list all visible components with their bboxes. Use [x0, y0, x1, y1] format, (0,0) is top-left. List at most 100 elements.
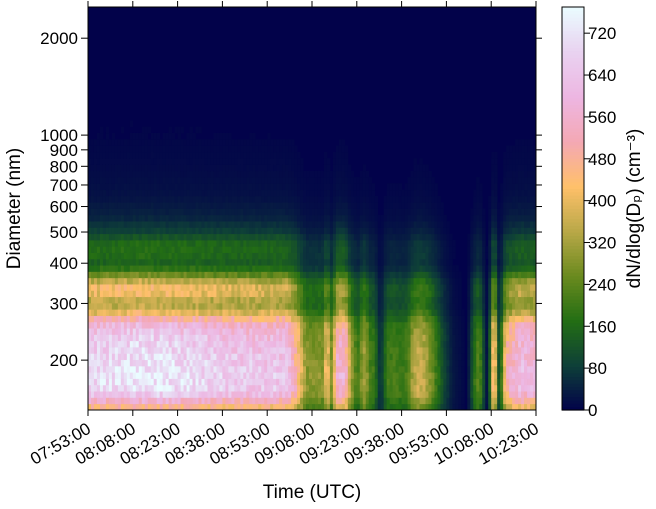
heatmap-cell	[341, 189, 346, 197]
heatmap-cell	[165, 378, 170, 386]
heatmap-cell	[255, 372, 259, 379]
heatmap-cell	[446, 384, 450, 392]
heatmap-cell	[180, 202, 184, 209]
heatmap-cell	[431, 208, 435, 216]
heatmap-cell	[135, 170, 140, 178]
heatmap-cell	[129, 365, 134, 373]
heatmap-cell	[171, 177, 176, 184]
heatmap-cell	[273, 265, 277, 272]
heatmap-cell	[365, 177, 370, 184]
heatmap-cell	[114, 177, 119, 184]
heatmap-cell	[99, 340, 104, 348]
heatmap-cell	[291, 195, 295, 203]
heatmap-cell	[147, 239, 152, 247]
heatmap-cell	[237, 296, 241, 304]
heatmap-cell	[380, 239, 385, 247]
heatmap-cell	[350, 214, 355, 222]
heatmap-cell	[159, 315, 164, 323]
heatmap-cell	[195, 189, 199, 197]
heatmap-cell	[395, 365, 400, 373]
heatmap-cell	[273, 372, 277, 379]
heatmap-cell	[446, 359, 450, 367]
heatmap-cell	[201, 271, 205, 279]
heatmap-cell	[338, 227, 343, 235]
heatmap-cell	[270, 208, 274, 216]
heatmap-cell	[249, 290, 253, 298]
heatmap-cell	[392, 277, 397, 285]
heatmap-cell	[132, 233, 137, 241]
heatmap-cell	[117, 321, 122, 329]
heatmap-cell	[177, 403, 181, 411]
heatmap-cell	[410, 403, 414, 411]
heatmap-cell	[353, 265, 358, 272]
heatmap-cell	[329, 302, 334, 310]
heatmap-cell	[350, 353, 355, 361]
heatmap-cell	[356, 290, 361, 298]
heatmap-cell	[162, 302, 167, 310]
heatmap-cell	[231, 233, 235, 241]
heatmap-cell	[374, 208, 379, 216]
heatmap-cell	[231, 151, 235, 159]
heatmap-cell	[413, 189, 417, 197]
heatmap-cell	[180, 384, 184, 392]
heatmap-cell	[144, 158, 149, 165]
heatmap-cell	[141, 328, 146, 335]
heatmap-cell	[105, 177, 110, 184]
heatmap-cell	[419, 315, 423, 323]
heatmap-cell	[132, 277, 137, 285]
heatmap-cell	[141, 139, 146, 146]
heatmap-cell	[425, 290, 429, 298]
heatmap-cell	[90, 139, 95, 146]
heatmap-cell	[165, 271, 170, 279]
heatmap-cell	[317, 170, 322, 178]
heatmap-cell	[153, 340, 158, 348]
heatmap-cell	[267, 309, 271, 316]
heatmap-cell	[180, 145, 184, 153]
heatmap-cell	[102, 347, 107, 354]
heatmap-cell	[171, 309, 176, 316]
heatmap-cell	[431, 359, 435, 367]
heatmap-cell	[449, 340, 453, 348]
heatmap-cell	[225, 139, 229, 146]
heatmap-cell	[344, 340, 349, 348]
heatmap-cell	[255, 391, 259, 398]
heatmap-cell	[231, 277, 235, 285]
heatmap-cell	[111, 365, 116, 373]
heatmap-cell	[401, 195, 405, 203]
heatmap-cell	[303, 170, 307, 178]
heatmap-cell	[90, 271, 95, 279]
heatmap-cell	[120, 353, 125, 361]
heatmap-cell	[365, 321, 370, 329]
heatmap-cell	[228, 315, 232, 323]
heatmap-cell	[353, 328, 358, 335]
heatmap-cell	[234, 145, 238, 153]
heatmap-cell	[180, 403, 184, 411]
heatmap-cell	[195, 151, 199, 159]
heatmap-cell	[237, 334, 241, 342]
heatmap-cell	[329, 170, 334, 178]
heatmap-cell	[309, 340, 313, 348]
heatmap-cell	[362, 372, 367, 379]
heatmap-cell	[93, 359, 98, 367]
heatmap-cell	[126, 372, 131, 379]
heatmap-cell	[162, 284, 167, 291]
heatmap-cell	[431, 321, 435, 329]
heatmap-cell	[344, 372, 349, 379]
heatmap-cell	[165, 321, 170, 329]
heatmap-cell	[180, 126, 184, 134]
heatmap-cell	[243, 384, 247, 392]
heatmap-cell	[177, 170, 181, 178]
heatmap-cell	[99, 183, 104, 191]
heatmap-cell	[102, 195, 107, 203]
heatmap-cell	[294, 271, 298, 279]
heatmap-cell	[240, 164, 244, 172]
heatmap-cell	[102, 403, 107, 411]
heatmap-cell	[186, 151, 190, 159]
heatmap-cell	[371, 202, 376, 209]
heatmap-cell	[291, 309, 295, 316]
heatmap-cell	[162, 151, 167, 159]
heatmap-cell	[195, 391, 199, 398]
heatmap-cell	[255, 347, 259, 354]
heatmap-cell	[285, 284, 289, 291]
heatmap-cell	[359, 328, 364, 335]
